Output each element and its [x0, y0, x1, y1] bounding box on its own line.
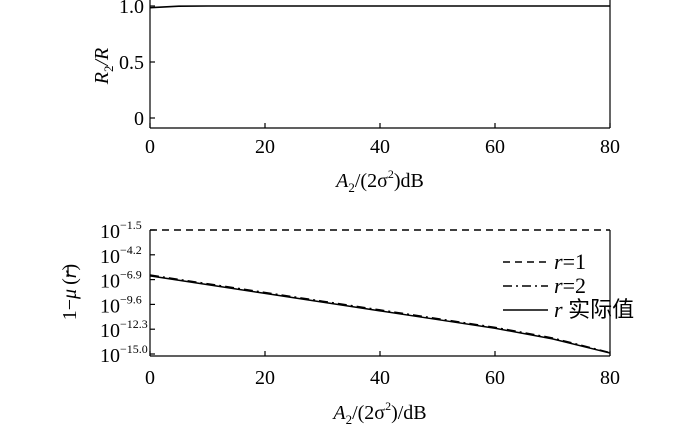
- legend-label: r=2: [554, 273, 586, 298]
- top-x-tick-label: 20: [255, 136, 275, 158]
- top-x-tick-label: 60: [485, 136, 505, 158]
- bottom-y-tick-label: 10−4.2: [100, 243, 142, 268]
- top-y-tick-label: 0: [134, 108, 144, 130]
- top-x-tick-label: 0: [145, 136, 155, 158]
- bottom-x-tick-label: 0: [145, 367, 155, 389]
- top-x-tick-label: 40: [370, 136, 390, 158]
- bottom-x-ticks: 0 20 40 60 80: [145, 351, 620, 389]
- bottom-series: [149, 229, 611, 354]
- legend-label: r=1: [554, 249, 586, 274]
- bottom-x-tick-label: 40: [370, 367, 390, 389]
- top-x-axis-label: A2/(2σ2)dB: [334, 167, 424, 195]
- legend-label: r 实际值: [554, 297, 634, 322]
- bottom-x-tick-label: 60: [485, 367, 505, 389]
- top-y-tick-label: 0.5: [119, 52, 144, 74]
- bottom-y-ticks: 10−1.510−4.210−6.910−9.610−12.310−15.0: [100, 218, 155, 367]
- bottom-panel: 0 20 40 60 80 10−1.510−4.210−6.910−9.610−12.…: [59, 218, 634, 426]
- top-y-tick-label: 1.0: [119, 0, 144, 18]
- top-plot-frame: [150, 0, 610, 128]
- bottom-y-tick-label: 10−15.0: [100, 342, 148, 367]
- bottom-x-axis-label: A2/(2σ2)/dB: [331, 399, 426, 426]
- top-x-ticks: 0 20 40 60 80: [145, 123, 620, 158]
- bottom-x-tick-label: 20: [255, 367, 275, 389]
- top-series: [149, 5, 610, 9]
- top-panel: 0 20 40 60 80 0 0.5 1.0 R2/R A2/(2σ2)dB: [91, 0, 620, 195]
- bottom-y-tick-label: 10−6.9: [100, 268, 142, 293]
- top-x-tick-label: 80: [600, 136, 620, 158]
- top-series-line: [149, 5, 610, 9]
- top-y-ticks: 0 0.5 1.0: [119, 0, 155, 130]
- bottom-y-axis-label: 1−μ(r): [59, 264, 81, 320]
- bottom-y-tick-label: 10−1.5: [100, 218, 142, 243]
- bottom-y-tick-label: 10−9.6: [100, 292, 142, 317]
- bottom-y-tick-label: 10−12.3: [100, 317, 148, 342]
- top-y-axis-label: R2/R: [91, 48, 116, 86]
- legend: r=1r=2r 实际值: [503, 249, 634, 322]
- bottom-x-tick-label: 80: [600, 367, 620, 389]
- bottom-series-line: [149, 275, 611, 354]
- bottom-series-line: [149, 274, 611, 354]
